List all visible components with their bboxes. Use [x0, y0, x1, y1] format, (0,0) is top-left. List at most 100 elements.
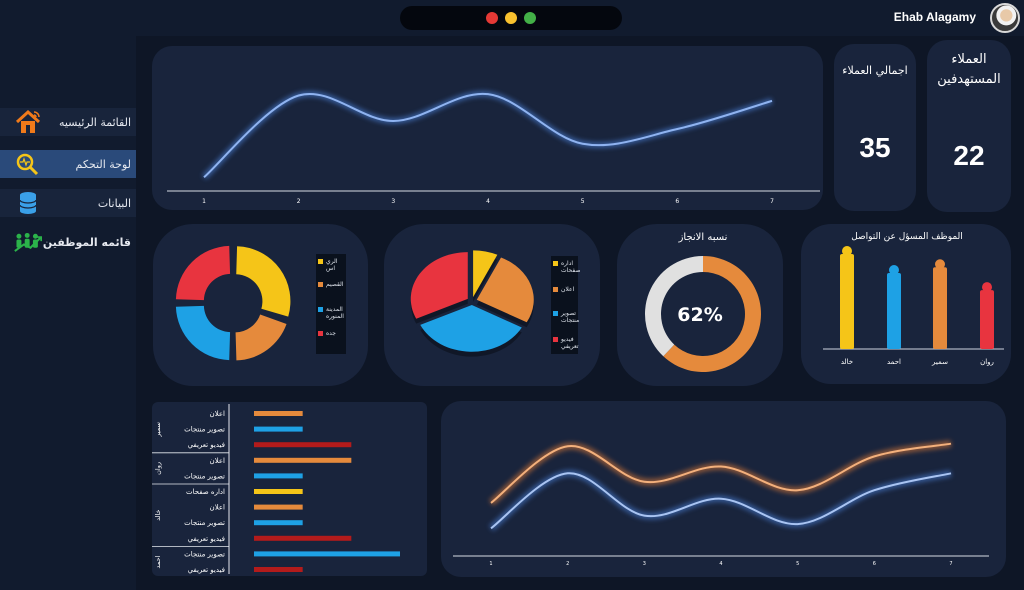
legend-label: فيديو تعريفي: [561, 336, 579, 350]
avatar[interactable]: [990, 3, 1020, 33]
chart-title: الموظف المسؤل عن التواصل: [851, 232, 963, 242]
row-label: تصوير منتجات: [184, 472, 225, 480]
series-line: [490, 442, 952, 504]
legend-item: تصوير منتجات: [553, 310, 580, 324]
x-tick-label: 2: [297, 198, 301, 205]
x-tick-label: 1: [202, 198, 206, 205]
bar: [254, 457, 352, 463]
series-line-glow: [201, 90, 773, 180]
x-tick-label: 3: [391, 198, 395, 205]
user-name: Ehab Alagamy: [893, 10, 976, 24]
bar-cap: [889, 265, 899, 275]
team-growth-icon: [14, 229, 42, 255]
legend-label: اعلان: [561, 286, 575, 293]
stat-title: العملاء المستهدفين: [937, 52, 1001, 87]
progress-value-label: 62%: [677, 304, 722, 326]
bar: [254, 551, 400, 557]
services-legend: اداره صفحات اعلان تصوير منتجات فيديو تعريفي: [551, 256, 581, 354]
legend-swatch: [318, 259, 323, 264]
target-clients-card: العملاء المستهدفين 22: [927, 40, 1011, 212]
legend-item: الري اس: [318, 258, 345, 272]
sidebar-item-label: البيانات: [97, 196, 131, 210]
two-series-line-panel: 1 2 3 4 5 6 7: [441, 401, 1006, 577]
services-by-employee-bar-chart: اعلان تصوير منتجات فيديو تعريفي سمير اعلان تص…: [152, 404, 400, 574]
services-pie-panel: اداره صفحات اعلان تصوير منتجات فيديو تعريفي: [384, 224, 600, 386]
sidebar-item-home[interactable]: القائمة الرئيسيه: [0, 108, 141, 136]
achievement-panel: نسبه الانجاز 62%: [617, 224, 783, 386]
row-label: اداره صفحات: [186, 488, 225, 496]
services-by-employee-panel: اعلان تصوير منتجات فيديو تعريفي سمير اعلان تص…: [152, 402, 427, 576]
bar: [254, 426, 303, 432]
legend-item: اداره صفحات: [553, 260, 581, 274]
legend-item: اعلان: [553, 286, 577, 293]
bar: [254, 442, 352, 448]
x-tick-label: 7: [770, 198, 774, 205]
magnifier-chart-icon: [14, 151, 42, 177]
pie-slice: [410, 252, 468, 319]
close-window-button[interactable]: [486, 12, 498, 24]
bar: [887, 273, 901, 349]
row-label: تصوير منتجات: [184, 550, 225, 558]
bar: [254, 535, 352, 541]
window-controls: [400, 6, 622, 30]
x-tick-label: 2: [566, 561, 569, 567]
bar: [254, 411, 303, 416]
database-icon: [14, 190, 42, 216]
bar: [254, 567, 303, 572]
sidebar-item-label: القائمة الرئيسيه: [58, 115, 131, 129]
legend-item: القصيم: [318, 281, 345, 288]
chart-title: نسبه الانجاز: [678, 232, 728, 243]
group-label: روان: [154, 462, 162, 475]
sidebar-item-dashboard[interactable]: لوحة التحكم: [0, 150, 141, 178]
line-chart-top: 1 2 3 4 5 6 7: [167, 90, 820, 205]
employee-contact-panel: الموظف المسؤل عن التواصل خالد احمد سمير روان: [801, 224, 1011, 384]
employee-contact-bar-chart: الموظف المسؤل عن التواصل خالد احمد سمير روان: [823, 232, 1004, 366]
series-line: [203, 92, 773, 179]
sidebar-item-data[interactable]: البيانات: [0, 189, 141, 217]
legend-label: تصوير منتجات: [561, 310, 580, 324]
row-label: اعلان: [210, 504, 225, 512]
legend-label: جده: [326, 330, 337, 337]
bar-cap: [982, 282, 992, 293]
services-pie-chart: [410, 250, 534, 357]
legend-label: الري اس: [326, 258, 338, 272]
row-label: تصوير منتجات: [184, 426, 225, 434]
x-tick-label: 4: [486, 198, 490, 205]
regions-doughnut-panel: الري اس القصيم المدينة المنوره جده: [153, 224, 368, 386]
minimize-window-button[interactable]: [505, 12, 517, 24]
x-tick-label: 5: [796, 561, 799, 567]
sidebar-item-label: لوحة التحكم: [75, 157, 131, 171]
legend-swatch: [553, 261, 558, 266]
sidebar-item-label: قائمه الموظفين: [42, 235, 131, 249]
x-tick-label: 3: [643, 561, 646, 567]
x-tick-label: 7: [949, 561, 952, 567]
bar: [254, 473, 303, 479]
pie-slice-group: [476, 257, 534, 328]
stat-value: 35: [859, 132, 891, 163]
line-chart-panel: 1 2 3 4 5 6 7: [152, 46, 823, 210]
legend-swatch: [318, 307, 323, 312]
legend-label: اداره صفحات: [561, 260, 581, 274]
pie-slice: [473, 250, 498, 298]
bar: [254, 520, 303, 526]
row-label: تصوير منتجات: [184, 519, 225, 527]
progress-arc: [663, 256, 761, 372]
sidebar-item-employees[interactable]: قائمه الموظفين: [0, 228, 141, 256]
legend-label: القصيم: [326, 281, 344, 288]
bar: [980, 290, 994, 349]
legend-swatch: [553, 287, 558, 292]
pie-slice-group: [420, 304, 522, 357]
x-tick-label: احمد: [887, 358, 901, 366]
group-label: خالد: [154, 509, 162, 520]
series-line-glow: [488, 469, 952, 532]
pie-slice-group: [410, 252, 468, 324]
pie-slice: [420, 304, 522, 352]
legend-item: جده: [318, 330, 345, 337]
maximize-window-button[interactable]: [524, 12, 536, 24]
legend-swatch: [553, 311, 558, 316]
row-label: اعلان: [210, 457, 225, 465]
series-line: [490, 472, 952, 530]
legend-item: المدينة المنوره: [318, 306, 345, 320]
x-tick-label: خالد: [841, 358, 853, 366]
x-tick-label: روان: [980, 358, 994, 366]
